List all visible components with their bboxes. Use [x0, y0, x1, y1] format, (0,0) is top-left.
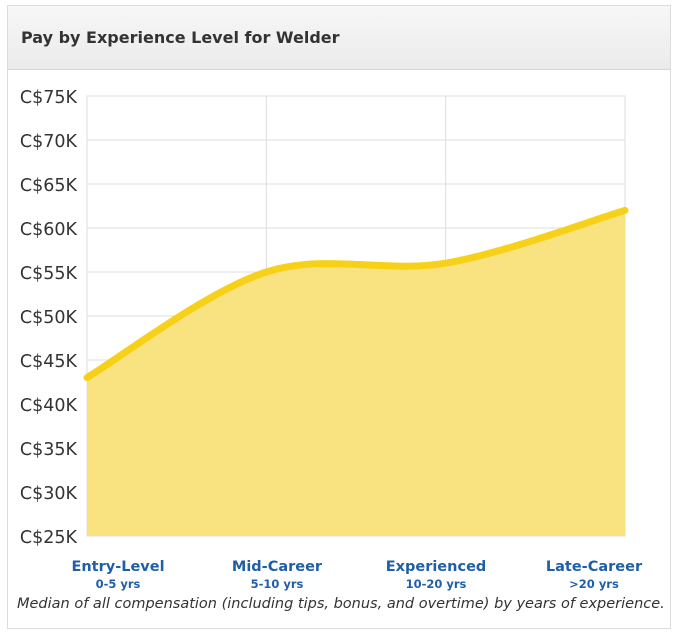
x-category-label: Mid-Career: [232, 559, 323, 575]
y-tick-label: C$70K: [20, 132, 78, 152]
y-tick-label: C$25K: [20, 528, 78, 548]
y-tick-label: C$35K: [20, 440, 78, 460]
x-category-sublabel: 5-10 yrs: [251, 577, 304, 591]
y-tick-label: C$75K: [20, 88, 78, 108]
y-tick-label: C$50K: [20, 308, 78, 328]
y-tick-label: C$40K: [20, 396, 78, 416]
x-category-sublabel: >20 yrs: [569, 577, 619, 591]
y-tick-label: C$45K: [20, 352, 78, 372]
x-category-label: Late-Career: [546, 559, 643, 575]
x-category-sublabel: 10-20 yrs: [406, 577, 467, 591]
y-tick-label: C$30K: [20, 484, 78, 504]
chart-caption: Median of all compensation (including ti…: [17, 596, 665, 612]
y-tick-label: C$65K: [20, 176, 78, 196]
y-tick-label: C$60K: [20, 220, 78, 240]
y-tick-label: C$55K: [20, 264, 78, 284]
x-category-label: Entry-Level: [71, 559, 164, 575]
x-category-sublabel: 0-5 yrs: [96, 577, 141, 591]
x-category-label: Experienced: [386, 559, 487, 575]
